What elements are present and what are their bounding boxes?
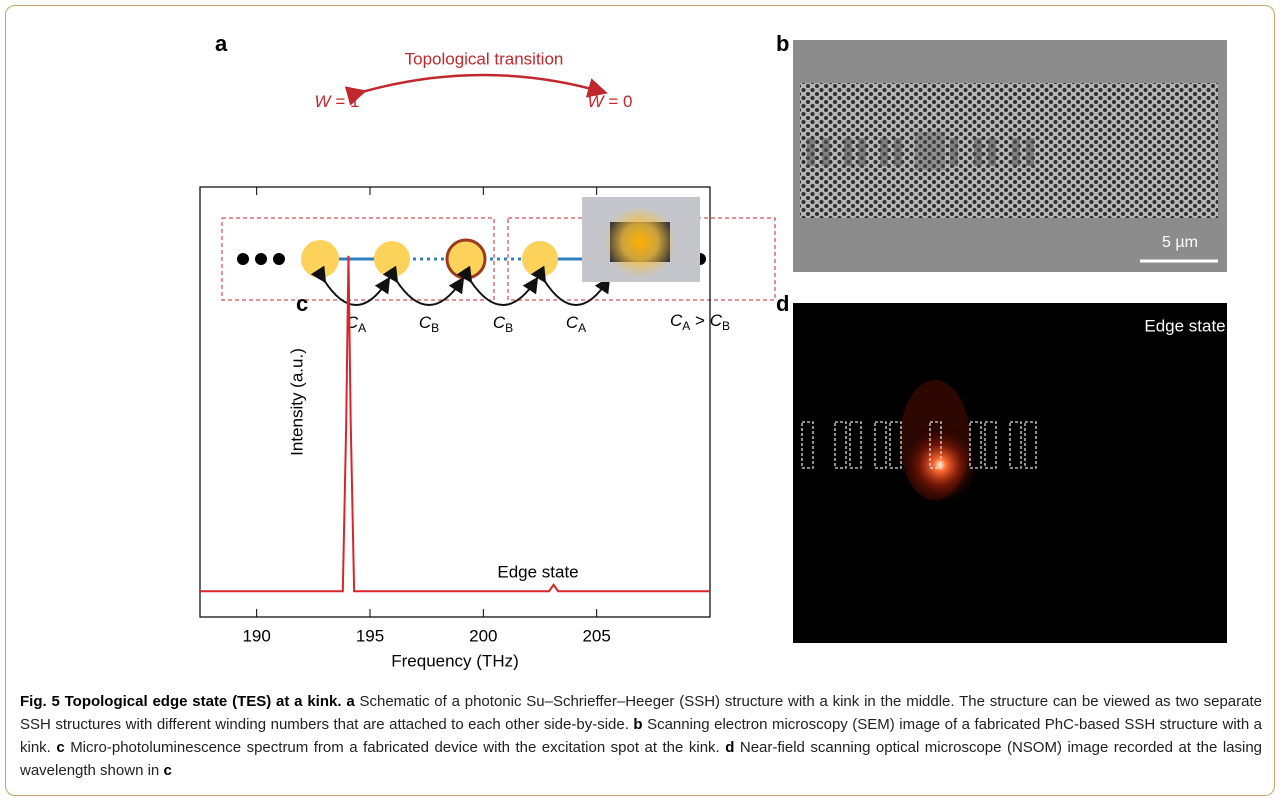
- caption-panel-label: b: [633, 716, 643, 733]
- coupling-symbol: C: [566, 313, 579, 332]
- caption: Fig. 5 Topological edge state (TES) at a…: [20, 690, 1262, 782]
- x-tick-label: 190: [242, 626, 270, 645]
- caption-title: Fig. 5 Topological edge state (TES) at a…: [20, 693, 342, 710]
- x-tick-label: 205: [582, 626, 610, 645]
- caption-text: Micro-photoluminescence spectrum from a …: [70, 739, 720, 756]
- caption-ref: c: [163, 762, 172, 779]
- coupling-subscript: A: [358, 321, 366, 335]
- plot-frame: [199, 186, 711, 618]
- coupling-subscript: B: [431, 321, 439, 335]
- photonic-crystal: [800, 83, 1218, 218]
- panel-b: b 5 µm: [776, 31, 1227, 272]
- coupling-label: CB: [493, 313, 513, 335]
- panel-label: a: [215, 31, 228, 56]
- annotation: Edge state: [1144, 316, 1225, 335]
- cavity-bars: [807, 132, 1034, 170]
- nsom-image: [793, 303, 1227, 643]
- y-axis-label: Intensity (a.u.): [287, 348, 306, 456]
- panel-label: d: [776, 291, 789, 316]
- coupling-label: CB: [419, 313, 439, 335]
- transition-title: Topological transition: [405, 49, 564, 68]
- caption-panel-label: a: [346, 693, 355, 710]
- field-spot: [898, 423, 982, 507]
- coupling-subscript: B: [505, 321, 513, 335]
- x-axis-label: Frequency (THz): [391, 651, 519, 670]
- panel-a: a Topological transition W = 1 W = 0 CA C…: [215, 31, 776, 335]
- caption-panel-label: d: [725, 739, 735, 756]
- winding-label: W = 1: [315, 92, 360, 111]
- spectrum-line: [200, 255, 710, 593]
- x-tick-label: 200: [469, 626, 497, 645]
- x-tick-label: 195: [356, 626, 384, 645]
- panel-label: b: [776, 31, 789, 56]
- panel-d: d Edge state: [776, 291, 1227, 643]
- dashed-box: [221, 217, 495, 301]
- figure-frame: [5, 5, 1275, 796]
- scale-label: 5 µm: [1162, 234, 1198, 251]
- coupling-label: CA: [566, 313, 586, 335]
- caption-text: Scanning electron microscopy (SEM) image…: [20, 716, 1263, 756]
- coupling-condition: CA > CB: [670, 311, 730, 333]
- cavity-outlines: [801, 421, 1037, 469]
- transition-arrow: [344, 73, 608, 106]
- winding-label: W = 0: [588, 92, 633, 111]
- panel-c: c Frequency (THz) Intensity (a.u.) Edge …: [199, 186, 711, 670]
- caption-text: Schematic of a photonic Su–Schrieffer–He…: [20, 693, 1262, 733]
- coupling-subscript: A: [578, 321, 586, 335]
- annotation: Edge state: [497, 562, 578, 581]
- panel-label: c: [296, 291, 308, 316]
- inset-spot: [604, 206, 676, 278]
- caption-text: Near-field scanning optical microscope (…: [20, 739, 1263, 779]
- caption-panel-label: c: [56, 739, 65, 756]
- coupling-symbol: C: [419, 313, 432, 332]
- figure: a Topological transition W = 1 W = 0 CA C…: [199, 31, 1227, 670]
- coupling-symbol: C: [493, 313, 506, 332]
- coupling-arrows: [310, 265, 611, 306]
